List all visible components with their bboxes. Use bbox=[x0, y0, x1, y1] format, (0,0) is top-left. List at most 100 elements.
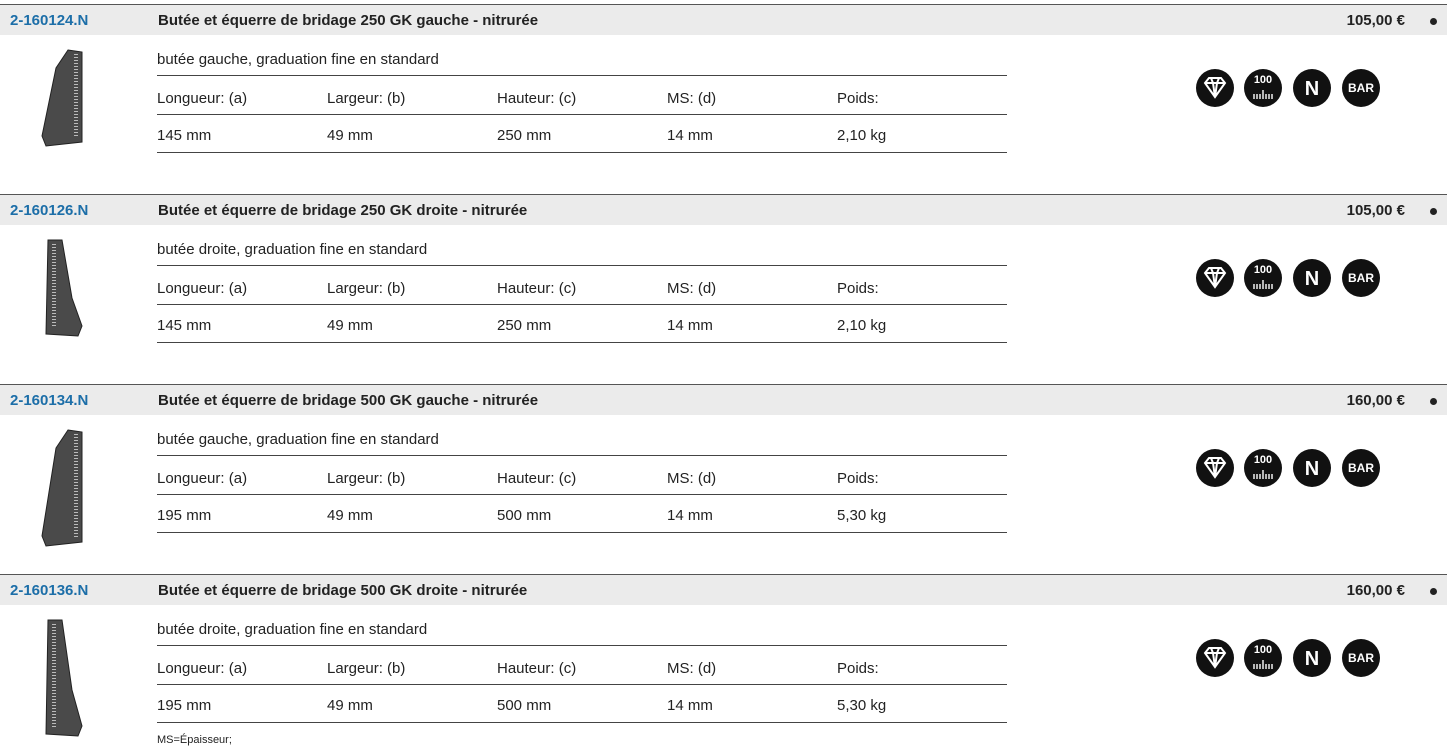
availability-dot bbox=[1430, 398, 1437, 405]
spec-value: 49 mm bbox=[327, 697, 373, 714]
icon-label: N bbox=[1305, 648, 1319, 670]
product-image bbox=[41, 49, 83, 147]
product-code: 2-160136.N bbox=[10, 582, 89, 599]
spec-header: Longueur: (a) bbox=[157, 90, 248, 107]
rule bbox=[157, 684, 1007, 685]
rule bbox=[157, 152, 1007, 153]
spec-value: 500 mm bbox=[497, 507, 552, 524]
rule bbox=[157, 722, 1007, 723]
availability-dot bbox=[1430, 18, 1437, 25]
rule bbox=[157, 75, 1007, 76]
spec-header: Longueur: (a) bbox=[157, 280, 248, 297]
description: butée droite, graduation fine en standar… bbox=[157, 621, 428, 638]
spec-header: MS: (d) bbox=[667, 660, 717, 677]
product-title: Butée et équerre de bridage 500 GK droit… bbox=[158, 582, 528, 599]
product-code: 2-160124.N bbox=[10, 12, 89, 29]
spec-value: 2,10 kg bbox=[837, 127, 887, 144]
rule bbox=[157, 265, 1007, 266]
icon-circle bbox=[1342, 69, 1380, 107]
spec-header: MS: (d) bbox=[667, 470, 717, 487]
icon-circle bbox=[1196, 639, 1234, 677]
spec-value: 145 mm bbox=[157, 127, 212, 144]
icon-label: BAR bbox=[1348, 271, 1374, 285]
rule bbox=[157, 532, 1007, 533]
spec-header: Largeur: (b) bbox=[327, 660, 406, 677]
spec-header: Largeur: (b) bbox=[327, 280, 406, 297]
rule bbox=[157, 494, 1007, 495]
rule bbox=[157, 114, 1007, 115]
description: butée gauche, graduation fine en standar… bbox=[157, 431, 439, 448]
icon-label: N bbox=[1305, 458, 1319, 480]
product-image bbox=[45, 239, 83, 337]
rule bbox=[157, 455, 1007, 456]
spec-value: 49 mm bbox=[327, 127, 373, 144]
description: butée droite, graduation fine en standar… bbox=[157, 241, 428, 258]
icon-label: 100 bbox=[1254, 454, 1272, 466]
icon-label: N bbox=[1305, 78, 1319, 100]
bracket bbox=[45, 239, 83, 337]
spec-value: 2,10 kg bbox=[837, 317, 887, 334]
spec-value: 5,30 kg bbox=[837, 697, 887, 714]
icon-circle bbox=[1196, 449, 1234, 487]
product-title: Butée et équerre de bridage 250 GK droit… bbox=[158, 202, 528, 219]
spec-header: MS: (d) bbox=[667, 90, 717, 107]
bracket bbox=[41, 429, 83, 547]
product-price: 105,00 € bbox=[1346, 202, 1405, 219]
icon-circle bbox=[1196, 69, 1234, 107]
icon-circle bbox=[1293, 449, 1331, 487]
spec-value: 250 mm bbox=[497, 127, 552, 144]
diamond bbox=[1203, 647, 1227, 669]
feature-icons: 100 N BAR bbox=[1196, 449, 1380, 487]
spec-value: 195 mm bbox=[157, 697, 212, 714]
spec-header: Poids: bbox=[837, 90, 879, 107]
icon-label: BAR bbox=[1348, 461, 1374, 475]
icon-circle bbox=[1342, 639, 1380, 677]
rule bbox=[157, 304, 1007, 305]
spec-header: Hauteur: (c) bbox=[497, 470, 577, 487]
availability-dot bbox=[1430, 208, 1437, 215]
icon-label: BAR bbox=[1348, 81, 1374, 95]
product-price: 160,00 € bbox=[1346, 582, 1405, 599]
product-header: 2-160124.N Butée et équerre de bridage 25… bbox=[0, 4, 1447, 35]
footnote: MS=Épaisseur; bbox=[157, 734, 232, 746]
icon-circle bbox=[1293, 69, 1331, 107]
spec-value: 14 mm bbox=[667, 507, 713, 524]
product-image bbox=[45, 619, 83, 737]
bracket bbox=[41, 49, 83, 147]
product-header: 2-160136.N Butée et équerre de bridage 50… bbox=[0, 574, 1447, 605]
spec-header: Poids: bbox=[837, 660, 879, 677]
product-header: 2-160126.N Butée et équerre de bridage 25… bbox=[0, 194, 1447, 225]
spec-value: 49 mm bbox=[327, 507, 373, 524]
spec-header: Longueur: (a) bbox=[157, 470, 248, 487]
icon-label: BAR bbox=[1348, 651, 1374, 665]
icon-label: 100 bbox=[1254, 74, 1272, 86]
spec-header: Largeur: (b) bbox=[327, 470, 406, 487]
rule bbox=[157, 342, 1007, 343]
description: butée gauche, graduation fine en standar… bbox=[157, 51, 439, 68]
product-code: 2-160134.N bbox=[10, 392, 89, 409]
spec-header: Longueur: (a) bbox=[157, 660, 248, 677]
icon-circle bbox=[1293, 639, 1331, 677]
feature-icons: 100 N BAR bbox=[1196, 69, 1380, 107]
product-price: 160,00 € bbox=[1346, 392, 1405, 409]
spec-value: 14 mm bbox=[667, 697, 713, 714]
icon-label: 100 bbox=[1254, 644, 1272, 656]
spec-value: 5,30 kg bbox=[837, 507, 887, 524]
product-image bbox=[41, 429, 83, 547]
diamond bbox=[1203, 267, 1227, 289]
diamond bbox=[1203, 457, 1227, 479]
spec-value: 500 mm bbox=[497, 697, 552, 714]
spec-header: Poids: bbox=[837, 280, 879, 297]
spec-header: MS: (d) bbox=[667, 280, 717, 297]
rule bbox=[157, 645, 1007, 646]
product-header: 2-160134.N Butée et équerre de bridage 50… bbox=[0, 384, 1447, 415]
icon-circle bbox=[1196, 259, 1234, 297]
spec-value: 145 mm bbox=[157, 317, 212, 334]
icon-label: N bbox=[1305, 268, 1319, 290]
icon-label: 100 bbox=[1254, 264, 1272, 276]
availability-dot bbox=[1430, 588, 1437, 595]
spec-value: 250 mm bbox=[497, 317, 552, 334]
feature-icons: 100 N BAR bbox=[1196, 639, 1380, 677]
icon-circle bbox=[1342, 449, 1380, 487]
